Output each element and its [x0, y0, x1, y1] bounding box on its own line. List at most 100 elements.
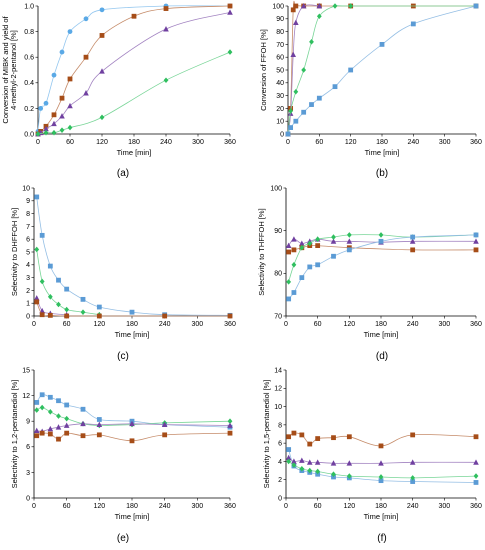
- data-point: [307, 264, 313, 270]
- x-tick-label: 300: [191, 503, 203, 510]
- trend-curve: [36, 423, 231, 432]
- data-point: [286, 447, 292, 452]
- x-tick-label: 360: [470, 321, 482, 328]
- data-point: [315, 468, 321, 475]
- panel-label: (c): [117, 351, 129, 362]
- x-tick-label: 0: [286, 139, 290, 146]
- data-point: [346, 247, 352, 253]
- data-point: [314, 459, 321, 465]
- data-point: [473, 480, 479, 485]
- data-point: [378, 474, 384, 480]
- trend-curve: [37, 5, 231, 132]
- data-point: [309, 39, 314, 45]
- x-tick-label: 180: [375, 503, 387, 510]
- data-point: [96, 417, 102, 422]
- chart-panel: 0 60 120 180 240 300 360 0 1 2 3 4 5 6 7 8 9 10 Time [min]…: [10, 185, 236, 362]
- y-tick-label: 9: [26, 419, 30, 426]
- data-point: [315, 436, 321, 441]
- series-2: [34, 246, 102, 318]
- trend-curve: [36, 432, 231, 442]
- data-point: [227, 9, 233, 15]
- data-point: [410, 234, 416, 240]
- data-point: [293, 3, 299, 9]
- data-point: [332, 84, 338, 90]
- data-point: [288, 125, 294, 130]
- trend-curve: [287, 5, 477, 135]
- x-axis-label: Time [min]: [365, 148, 400, 157]
- data-point: [307, 467, 313, 474]
- data-point: [299, 244, 305, 251]
- data-point: [39, 312, 45, 318]
- data-point: [315, 236, 321, 242]
- data-point: [378, 460, 384, 466]
- trend-curve: [288, 449, 477, 483]
- data-point: [227, 430, 233, 436]
- data-point: [286, 279, 292, 285]
- data-point: [410, 479, 416, 484]
- x-tick-label: 240: [159, 503, 171, 510]
- data-point: [80, 296, 86, 302]
- chart-panel: 0 60 120 180 240 300 360 0.0 0.2 0.4 0.6 0.8 1.0 Time…: [1, 3, 236, 179]
- y-tick-label: 90: [274, 228, 282, 235]
- data-point: [64, 306, 70, 313]
- data-point: [291, 462, 297, 468]
- data-point: [47, 394, 53, 400]
- data-point: [307, 441, 313, 447]
- series-2: [286, 447, 479, 485]
- data-point: [38, 106, 44, 111]
- data-point: [307, 240, 313, 247]
- data-point: [286, 458, 292, 465]
- data-point: [34, 246, 40, 253]
- data-point: [34, 400, 40, 405]
- data-point: [83, 54, 89, 60]
- data-point: [56, 277, 61, 283]
- data-point: [96, 432, 102, 438]
- data-point: [43, 129, 49, 136]
- data-point: [346, 232, 352, 238]
- data-point: [346, 238, 353, 244]
- data-point: [301, 67, 307, 73]
- y-tick-label: 60: [276, 55, 284, 62]
- chart-panel: 0 60 120 180 240 300 360 0 3 6 9 12 15 Time [min] Sele…: [10, 367, 236, 544]
- data-point: [227, 422, 233, 428]
- data-point: [285, 131, 291, 137]
- panel-label: (f): [377, 533, 386, 544]
- data-point: [293, 88, 299, 95]
- data-point: [301, 109, 307, 115]
- panel-label: (b): [376, 168, 388, 179]
- data-point: [80, 433, 86, 439]
- data-point: [33, 295, 40, 301]
- data-point: [286, 434, 292, 440]
- x-tick-label: 120: [343, 321, 355, 328]
- data-point: [39, 278, 45, 285]
- y-tick-label: 90: [276, 16, 284, 23]
- y-tick-label: 12: [22, 393, 30, 400]
- trend-curve: [288, 234, 477, 283]
- y-tick-label: 10: [276, 119, 284, 126]
- chart-panel: 0 60 120 180 240 300 360 0 2 4 6 8 10 12 14 Time [min] S…: [262, 367, 482, 544]
- y-tick-label: 0.6: [24, 55, 34, 62]
- data-point: [51, 112, 57, 118]
- data-point: [33, 427, 40, 433]
- x-tick-label: 300: [438, 503, 450, 510]
- data-point: [286, 296, 292, 302]
- data-point: [47, 425, 54, 432]
- data-point: [163, 6, 169, 11]
- data-point: [56, 301, 61, 308]
- x-tick-label: 60: [315, 139, 323, 146]
- x-tick-label: 360: [224, 139, 236, 146]
- data-point: [129, 438, 135, 444]
- trend-curve: [287, 4, 476, 135]
- data-point: [293, 19, 299, 26]
- x-tick-label: 180: [126, 503, 138, 510]
- x-tick-label: 240: [407, 321, 419, 328]
- y-tick-label: 9: [26, 198, 30, 205]
- y-tick-label: 0: [26, 495, 30, 502]
- series-1: [34, 194, 233, 318]
- x-tick-label: 0: [284, 321, 288, 328]
- data-point: [39, 392, 45, 398]
- data-point: [299, 240, 305, 246]
- data-point: [34, 194, 40, 200]
- data-point: [47, 263, 53, 269]
- data-point: [348, 67, 354, 73]
